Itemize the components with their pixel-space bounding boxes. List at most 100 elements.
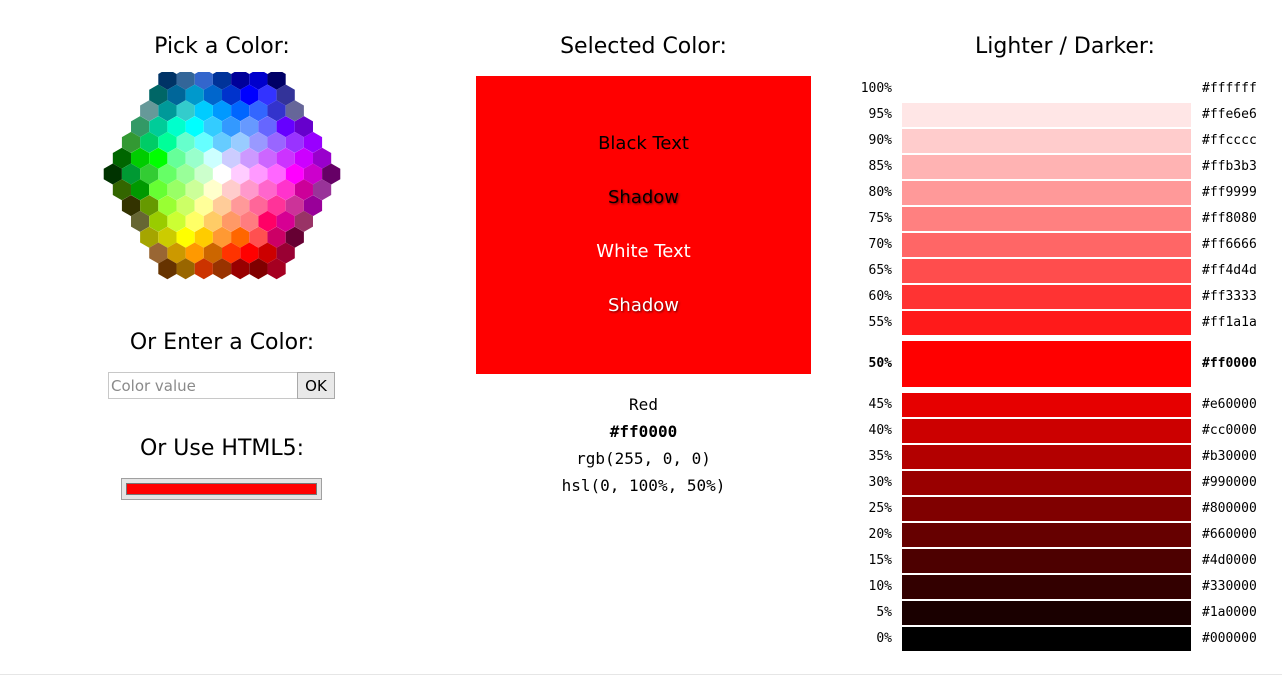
color-hexagon[interactable] xyxy=(231,131,250,153)
color-hexagon[interactable] xyxy=(249,258,268,280)
color-hexagon[interactable] xyxy=(258,116,277,138)
color-hexagon[interactable] xyxy=(231,195,250,217)
color-hexagon[interactable] xyxy=(185,210,204,232)
color-hexagon[interactable] xyxy=(249,72,268,90)
color-hexagon[interactable] xyxy=(294,179,313,201)
color-hexagon[interactable] xyxy=(185,179,204,201)
color-hexagon[interactable] xyxy=(112,147,131,169)
color-hexagon[interactable] xyxy=(212,100,232,122)
color-hexagon[interactable] xyxy=(231,72,250,90)
color-hexagon[interactable] xyxy=(294,147,313,169)
color-hexagon[interactable] xyxy=(203,116,222,138)
shade-swatch[interactable] xyxy=(902,233,1191,257)
color-hexagon[interactable] xyxy=(149,147,168,169)
color-hexagon[interactable] xyxy=(176,195,195,217)
color-hexagon[interactable] xyxy=(285,226,304,248)
color-hexagon[interactable] xyxy=(149,210,168,232)
shade-swatch[interactable] xyxy=(902,523,1191,547)
color-hexagon[interactable] xyxy=(194,195,213,217)
color-hexagon[interactable] xyxy=(176,72,195,90)
color-hexagon[interactable] xyxy=(222,210,241,232)
color-hexagon[interactable] xyxy=(231,226,250,248)
shade-swatch[interactable] xyxy=(902,341,1191,387)
shade-swatch[interactable] xyxy=(902,77,1191,101)
color-hexagon[interactable] xyxy=(194,131,213,153)
color-hexagon[interactable] xyxy=(222,147,241,169)
color-hexagon[interactable] xyxy=(303,163,323,185)
color-hexagon[interactable] xyxy=(249,163,268,185)
color-hexagon[interactable] xyxy=(267,163,286,185)
color-hexagon[interactable] xyxy=(231,258,250,280)
color-hexagon[interactable] xyxy=(212,258,232,280)
color-hexagon[interactable] xyxy=(267,258,286,280)
color-hexagon[interactable] xyxy=(140,226,159,248)
shade-swatch[interactable] xyxy=(902,601,1191,625)
color-hexagon[interactable] xyxy=(276,210,295,232)
color-hexagon[interactable] xyxy=(167,179,186,201)
color-hexagon[interactable] xyxy=(222,84,241,106)
color-hexagon[interactable] xyxy=(185,147,204,169)
color-hexagon[interactable] xyxy=(131,179,150,201)
color-hexagon[interactable] xyxy=(303,131,323,153)
color-hexagon[interactable] xyxy=(158,72,177,90)
color-hexagon[interactable] xyxy=(267,100,286,122)
color-hexagon[interactable] xyxy=(167,84,186,106)
color-hexagon[interactable] xyxy=(222,179,241,201)
color-hexagon[interactable] xyxy=(240,116,259,138)
hexagon-color-map[interactable] xyxy=(100,72,344,282)
color-hexagon[interactable] xyxy=(158,195,177,217)
shade-swatch[interactable] xyxy=(902,155,1191,179)
html5-color-picker[interactable] xyxy=(121,478,322,500)
color-value-input[interactable] xyxy=(108,372,298,399)
color-hexagon[interactable] xyxy=(194,72,213,90)
color-hexagon[interactable] xyxy=(276,84,295,106)
color-hexagon[interactable] xyxy=(249,131,268,153)
color-hexagon[interactable] xyxy=(258,179,277,201)
shade-swatch[interactable] xyxy=(902,103,1191,127)
color-hexagon[interactable] xyxy=(276,147,295,169)
shade-swatch[interactable] xyxy=(902,627,1191,651)
color-hexagon[interactable] xyxy=(131,147,150,169)
color-hexagon[interactable] xyxy=(249,226,268,248)
color-hexagon[interactable] xyxy=(149,84,168,106)
color-hexagon[interactable] xyxy=(294,116,313,138)
color-hexagon[interactable] xyxy=(103,163,122,185)
color-hexagon[interactable] xyxy=(258,210,277,232)
color-hexagon[interactable] xyxy=(240,242,259,264)
shade-swatch[interactable] xyxy=(902,259,1191,283)
color-hexagon[interactable] xyxy=(112,179,131,201)
color-hexagon[interactable] xyxy=(222,116,241,138)
shade-swatch[interactable] xyxy=(902,575,1191,599)
color-hexagon[interactable] xyxy=(285,131,304,153)
color-hexagon[interactable] xyxy=(149,179,168,201)
shade-swatch[interactable] xyxy=(902,181,1191,205)
color-hexagon[interactable] xyxy=(121,131,141,153)
color-hexagon[interactable] xyxy=(294,210,313,232)
color-hexagon[interactable] xyxy=(194,258,213,280)
color-hexagon[interactable] xyxy=(258,84,277,106)
color-hexagon[interactable] xyxy=(176,163,195,185)
color-hexagon[interactable] xyxy=(167,242,186,264)
color-hexagon[interactable] xyxy=(276,116,295,138)
color-hexagon[interactable] xyxy=(194,100,213,122)
color-hexagon[interactable] xyxy=(267,72,286,90)
color-hexagon[interactable] xyxy=(212,195,232,217)
color-hexagon[interactable] xyxy=(140,195,159,217)
color-hexagon[interactable] xyxy=(167,147,186,169)
color-hexagon[interactable] xyxy=(140,131,159,153)
color-hexagon[interactable] xyxy=(276,179,295,201)
shade-swatch[interactable] xyxy=(902,549,1191,573)
color-hexagon[interactable] xyxy=(258,242,277,264)
color-hexagon[interactable] xyxy=(158,131,177,153)
color-hexagon[interactable] xyxy=(240,147,259,169)
color-hexagon[interactable] xyxy=(185,242,204,264)
color-hexagon[interactable] xyxy=(249,195,268,217)
color-hexagon[interactable] xyxy=(185,116,204,138)
color-hexagon[interactable] xyxy=(303,195,323,217)
color-hexagon[interactable] xyxy=(121,195,141,217)
color-hexagon[interactable] xyxy=(313,147,332,169)
shade-swatch[interactable] xyxy=(902,497,1191,521)
color-hexagon[interactable] xyxy=(313,179,332,201)
color-hexagon[interactable] xyxy=(158,100,177,122)
color-hexagon[interactable] xyxy=(149,116,168,138)
